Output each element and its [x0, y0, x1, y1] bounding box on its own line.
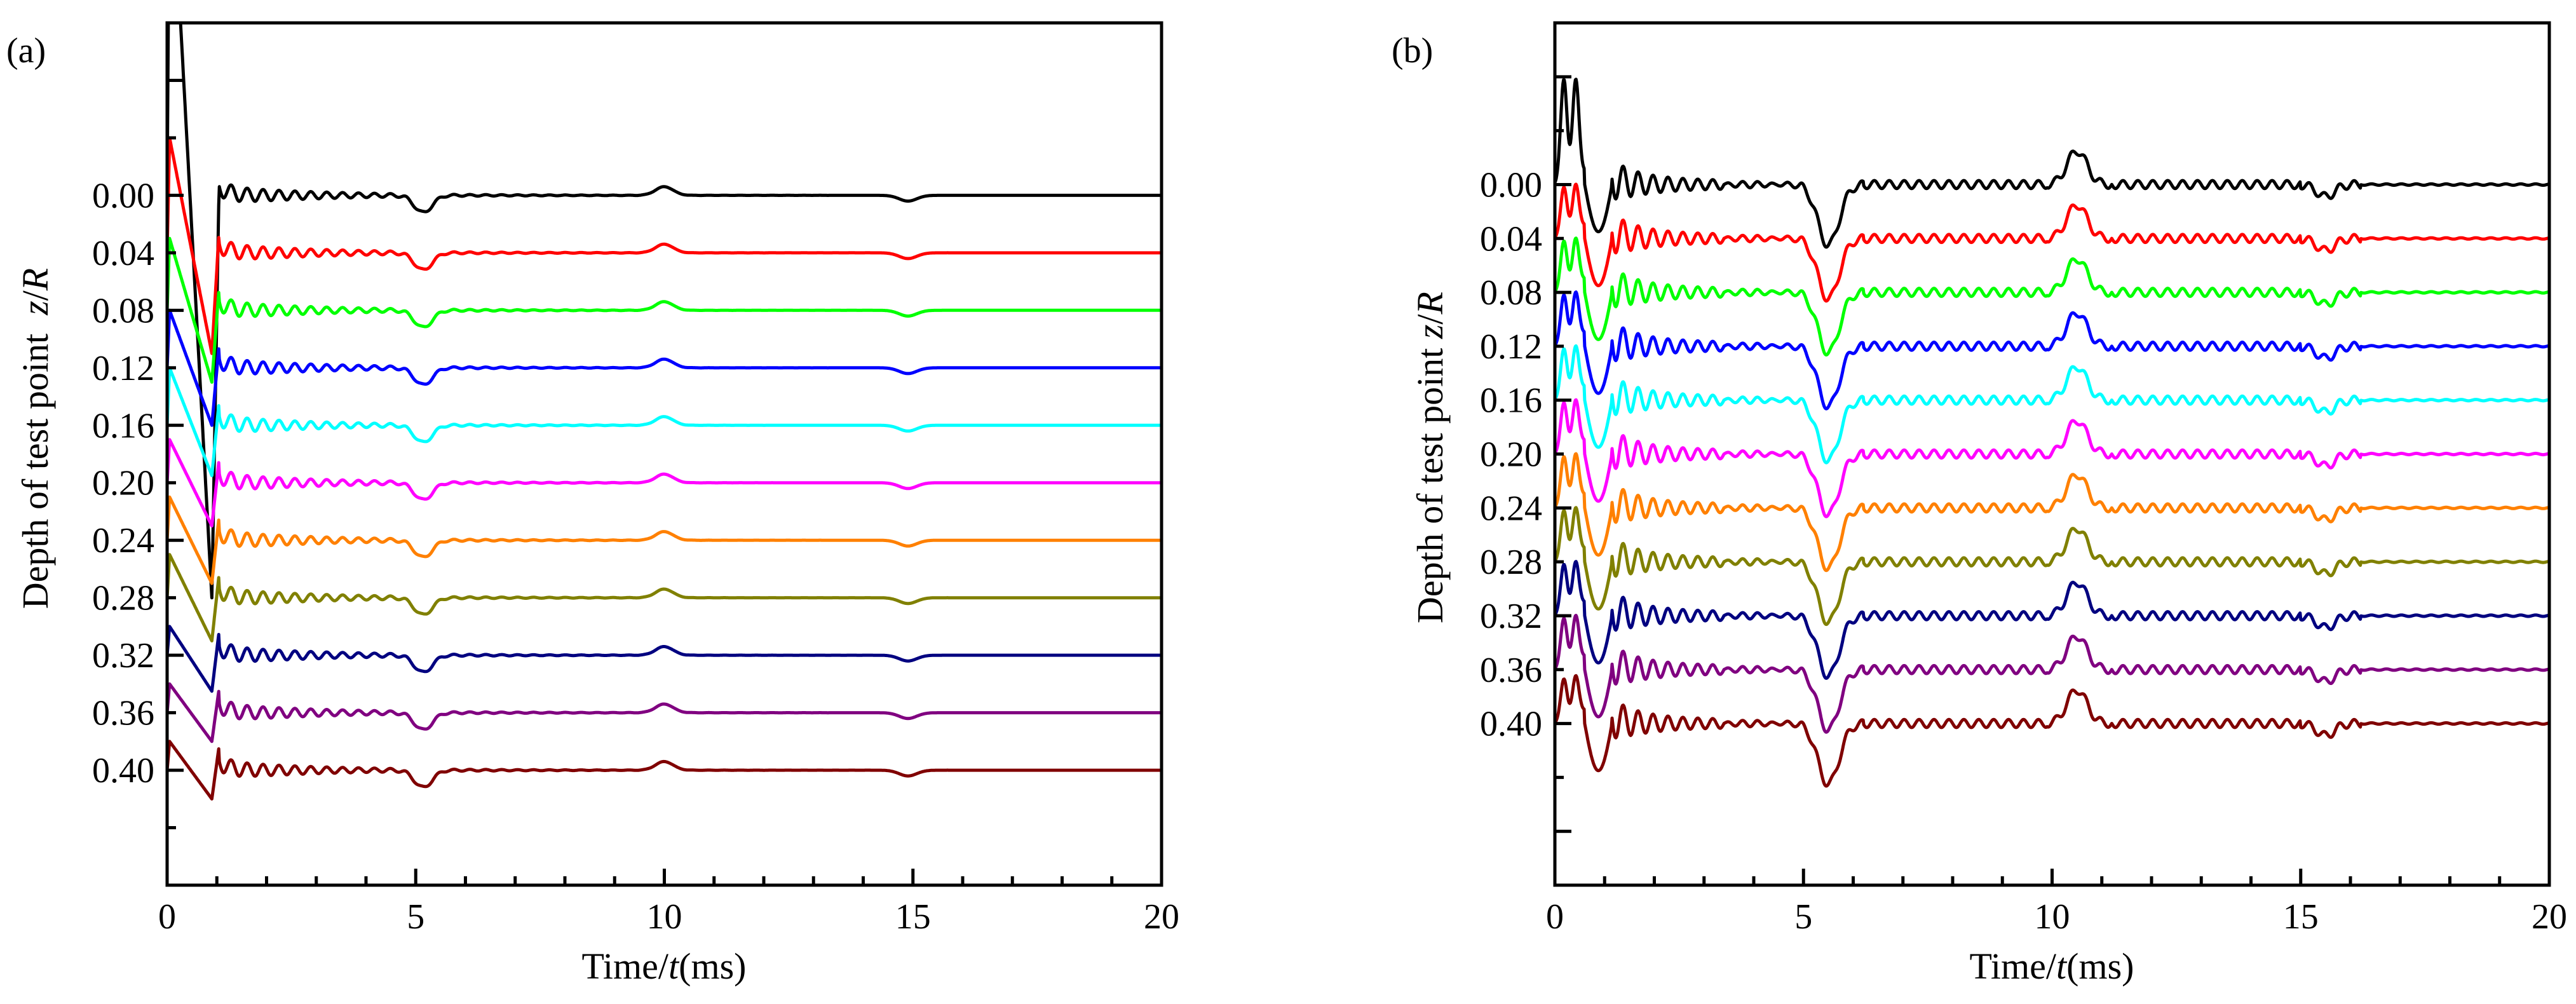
panel-a-x-tick-label: 15: [895, 897, 931, 937]
panel-b-y-tick-label: 0.24: [1480, 489, 1542, 528]
panel-a-y-tick-label: 0.12: [92, 349, 154, 388]
panel-a-x-axis-title: Time/t(ms): [582, 946, 747, 987]
panel-b-y-tick-label: 0.40: [1480, 705, 1542, 744]
panel-b-trace-0.28: [1555, 506, 2549, 627]
panel-a-x-tick-label: 20: [1144, 897, 1179, 937]
panel-a-x-tick-label: 10: [647, 897, 682, 937]
panel-b-x-tick-label: 5: [1794, 897, 1812, 937]
panel-a-trace-0.04: [167, 136, 1162, 355]
panel-b-trace-0.16: [1555, 344, 2549, 465]
panel-a-y-tick-label: 0.00: [92, 176, 154, 215]
panel-b-y-tick-label: 0.28: [1480, 543, 1542, 582]
panel-b-y-tick-label: 0.12: [1480, 327, 1542, 367]
panel-a-trace-0.00: [167, 23, 1162, 600]
panel-a-trace-0.12: [167, 308, 1162, 427]
panel-b-x-tick-label: 10: [2035, 897, 2070, 937]
panel-a-x-tick-label: 5: [407, 897, 424, 937]
panel-b-trace-0.12: [1555, 290, 2549, 410]
panel-b-x-tick-label: 15: [2283, 897, 2319, 937]
panel-b-trace-0.24: [1555, 452, 2549, 573]
panel-b-traces: [1555, 78, 2549, 788]
panel-a-y-tick-label: 0.28: [92, 579, 154, 618]
panel-b-y-axis-title: Depth of test point z/R: [1409, 292, 1451, 623]
panel-a-trace-0.32: [167, 625, 1162, 693]
panel-b-trace-0.32: [1555, 560, 2549, 680]
panel-a-y-tick-label: 0.40: [92, 751, 154, 790]
panel-a-y-tick-label: 0.36: [92, 694, 154, 733]
panel-a-y-axis-title: Depth of test point z/R: [15, 268, 56, 609]
panel-b-x-tick-label: 0: [1546, 897, 1564, 937]
panel-b-trace-0.04: [1555, 182, 2549, 303]
panel-b-trace-0.36: [1555, 613, 2549, 734]
panel-a-trace-0.16: [167, 366, 1162, 477]
panel-b-y-tick-label: 0.04: [1480, 219, 1542, 259]
panel-b: (b) 0 5 10 15 20 0.00 0.04 0.08 0.12 0.16 0.20 0.24…: [1392, 21, 2567, 987]
panel-a-trace-0.20: [167, 438, 1162, 528]
panel-b-y-tick-label: 0.20: [1480, 435, 1542, 475]
panel-a-y-tick-label: 0.20: [92, 464, 154, 503]
panel-a-label: (a): [6, 31, 46, 71]
panel-a-y-tick-label: 0.24: [92, 521, 154, 560]
panel-b-y-tick-label: 0.32: [1480, 597, 1542, 636]
panel-b-x-axis-title: Time/t(ms): [1970, 946, 2134, 987]
panel-a-y-tick-label: 0.32: [92, 636, 154, 675]
panel-b-trace-0.00: [1555, 78, 2549, 249]
panel-a-trace-0.24: [167, 495, 1162, 585]
panel-b-y-tick-label: 0.00: [1480, 165, 1542, 205]
panel-a-traces: [167, 23, 1162, 801]
panel-a-trace-0.08: [167, 236, 1162, 384]
panel-b-y-tick-label: 0.16: [1480, 381, 1542, 421]
panel-a-y-tick-label: 0.08: [92, 291, 154, 330]
panel-b-trace-0.20: [1555, 398, 2549, 519]
panel-a-x-tick-label: 0: [158, 897, 176, 937]
panel-a-axes: 0 5 10 15 20 0.00 0.04 0.08 0.12 0.16 0.20 0.24 0.28…: [92, 21, 1179, 937]
panel-b-x-tick-label: 20: [2532, 897, 2567, 937]
panel-a-y-tick-label: 0.04: [92, 234, 154, 273]
panel-a: (a) 0 5 10 15 20 0.00 0.04 0.08 0.12 0.16 0.20 0.24…: [6, 21, 1179, 987]
panel-b-trace-0.08: [1555, 236, 2549, 356]
panel-b-y-tick-label: 0.36: [1480, 651, 1542, 690]
panel-a-trace-0.28: [167, 553, 1162, 642]
panel-b-trace-0.40: [1555, 674, 2549, 788]
panel-a-trace-0.40: [167, 740, 1162, 801]
panel-a-y-tick-label: 0.16: [92, 406, 154, 445]
panel-b-y-tick-label: 0.08: [1480, 273, 1542, 313]
panel-a-trace-0.36: [167, 682, 1162, 743]
panel-b-label: (b): [1392, 31, 1433, 71]
panel-b-axes: 0 5 10 15 20 0.00 0.04 0.08 0.12 0.16 0.20 0.24 0.28…: [1480, 21, 2567, 937]
